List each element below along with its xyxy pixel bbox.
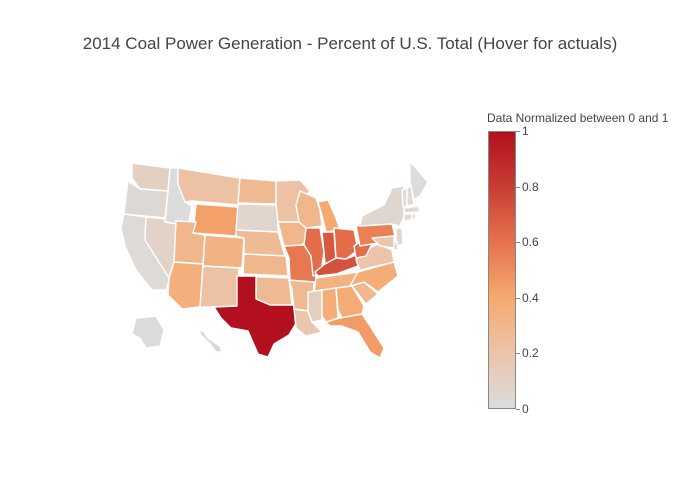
state-ct[interactable] <box>403 213 413 222</box>
colorbar-tick-mark <box>516 297 520 299</box>
state-nd[interactable] <box>237 177 277 205</box>
colorbar-tick-label: 1 <box>522 124 529 138</box>
state-ri[interactable] <box>411 213 417 220</box>
colorbar-tick-label: 0.6 <box>522 235 539 250</box>
state-sd[interactable] <box>235 203 279 233</box>
state-ma[interactable] <box>403 205 421 214</box>
page-title: 2014 Coal Power Generation - Percent of … <box>82 34 618 53</box>
state-ny[interactable] <box>359 185 407 227</box>
state-hi[interactable] <box>199 329 223 353</box>
state-tx[interactable] <box>213 275 299 358</box>
state-al[interactable] <box>321 287 339 323</box>
state-ms[interactable] <box>307 289 323 323</box>
state-fl[interactable] <box>325 313 385 359</box>
state-vt[interactable] <box>401 187 408 208</box>
state-ne[interactable] <box>235 229 286 257</box>
state-nm[interactable] <box>199 265 240 308</box>
colorbar-title: Data Normalized between 0 and 1 <box>487 111 669 125</box>
state-oh[interactable] <box>333 227 359 260</box>
state-wy[interactable] <box>192 203 239 237</box>
colorbar-tick-label: 0.2 <box>522 346 539 361</box>
colorbar-tick-mark <box>516 409 520 410</box>
state-nh[interactable] <box>406 185 415 207</box>
state-ks[interactable] <box>242 253 289 277</box>
colorbar-tick-mark <box>516 186 520 188</box>
colorbar-tick-mark <box>516 242 520 244</box>
state-wi[interactable] <box>295 190 323 229</box>
colorbar-tick-label: 0.4 <box>522 290 539 305</box>
colorbar <box>488 131 516 409</box>
colorbar-tick-label: 0.8 <box>522 179 539 194</box>
colorbar-tick-mark <box>516 353 520 355</box>
state-mt[interactable] <box>177 167 241 206</box>
state-md[interactable] <box>371 235 395 249</box>
state-ak[interactable] <box>131 315 165 349</box>
state-nj[interactable] <box>395 227 404 247</box>
colorbar-tick-mark <box>516 131 520 132</box>
us-choropleth-map[interactable] <box>0 0 480 500</box>
state-az[interactable] <box>167 261 204 310</box>
state-me[interactable] <box>409 161 429 201</box>
colorbar-tick-label: 0 <box>522 402 529 416</box>
state-co[interactable] <box>202 234 245 269</box>
